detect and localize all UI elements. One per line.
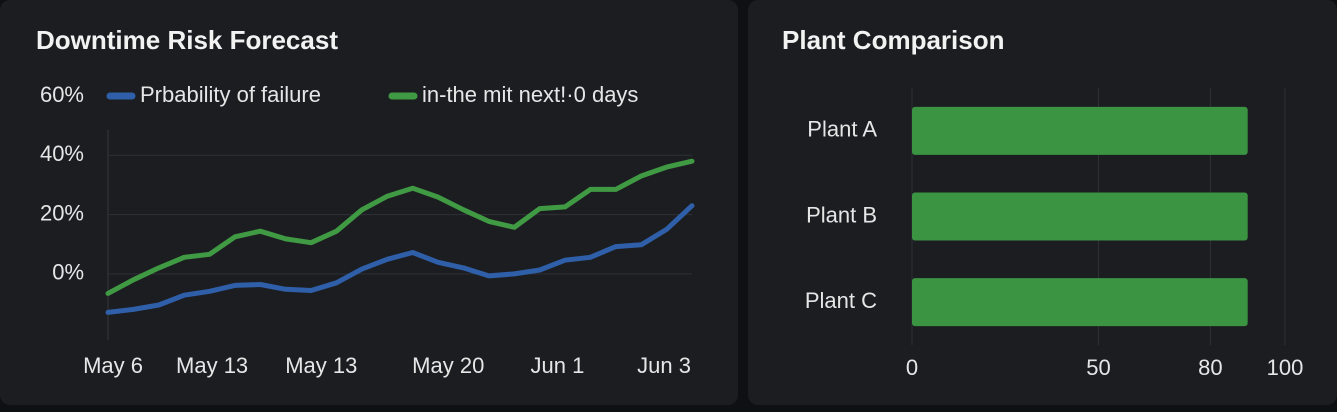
chart-title: Downtime Risk Forecast [36, 25, 338, 55]
y-tick-label: Plant C [805, 288, 877, 313]
x-tick-label: 100 [1267, 355, 1304, 380]
x-tick-label: 50 [1086, 355, 1110, 380]
data-line [105, 203, 695, 315]
legend-label: in-the mit next!·0 days [422, 82, 638, 107]
x-tick-label: Jun 1 [531, 353, 585, 378]
y-tick-label: Plant B [806, 202, 877, 227]
legend-label: Prbability of failure [140, 82, 321, 107]
y-tick-label: 0% [52, 260, 84, 285]
x-tick-label: May 13 [176, 353, 248, 378]
data-line [105, 158, 695, 296]
bar [912, 192, 1248, 241]
x-tick-label: 80 [1198, 355, 1222, 380]
x-tick-label: 0 [906, 355, 918, 380]
x-tick-label: May 20 [412, 353, 484, 378]
bar [912, 278, 1248, 327]
y-tick-label: 40% [40, 141, 84, 166]
panel [0, 0, 738, 405]
bar [912, 106, 1248, 155]
x-tick-label: Jun 3 [637, 353, 691, 378]
y-tick-label: Plant A [807, 117, 877, 142]
chart-title: Plant Comparison [782, 25, 1004, 55]
y-tick-label: 20% [40, 200, 84, 225]
y-tick-label: 60% [40, 82, 84, 107]
x-tick-label: May 6 [83, 353, 143, 378]
x-tick-label: May 13 [285, 353, 357, 378]
